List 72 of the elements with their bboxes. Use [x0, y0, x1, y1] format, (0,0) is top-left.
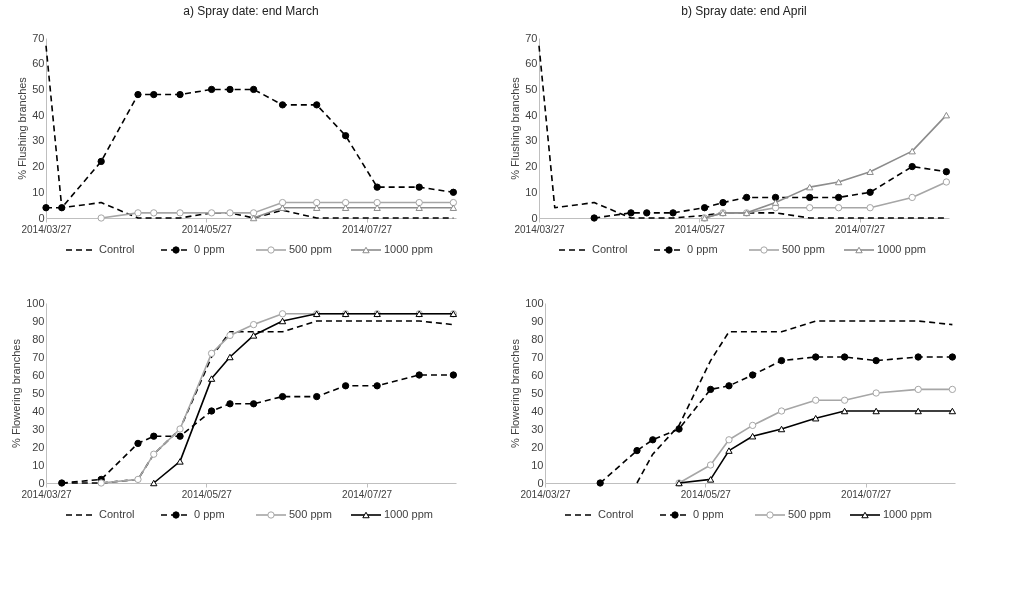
y-tick-label: 30 — [32, 134, 45, 147]
y-tick-label: 70 — [531, 350, 544, 363]
x-tick-label: 2014/05/27 — [674, 223, 726, 235]
y-tick-label: 40 — [32, 108, 45, 121]
y-tick-label: 90 — [32, 314, 45, 327]
y-tick-label: 10 — [32, 458, 45, 471]
y-tick-label: 20 — [531, 440, 544, 453]
x-tick-label: 2014/03/27 — [520, 488, 571, 500]
y-tick-label: 50 — [525, 82, 538, 95]
y-axis-title: % Flowering branches — [10, 338, 23, 448]
y-tick-label: 60 — [32, 57, 45, 70]
chart-title: b) Spray date: end April — [681, 4, 807, 18]
legend-label: 0 ppm — [693, 508, 724, 520]
y-tick-label: 30 — [32, 422, 45, 435]
y-tick-label: 30 — [525, 134, 538, 147]
x-tick-label: 2014/05/27 — [181, 223, 233, 235]
x-tick-label: 2014/05/27 — [680, 488, 732, 500]
legend-label: 1000 ppm — [384, 243, 433, 255]
legend-label: 500 ppm — [289, 508, 332, 520]
y-tick-label: 70 — [32, 350, 45, 363]
x-tick-label: 2014/07/27 — [342, 488, 393, 500]
legend-label: 500 ppm — [782, 243, 825, 255]
y-tick-label: 0 — [38, 476, 45, 489]
y-tick-label: 100 — [525, 296, 544, 309]
y-tick-label: 10 — [531, 458, 544, 471]
y-tick-label: 20 — [32, 440, 45, 453]
legend-label: Control — [592, 243, 628, 255]
x-tick-label: 2014/07/27 — [841, 488, 892, 500]
chart-title: a) Spray date: end March — [183, 4, 319, 18]
legend-label: 1000 ppm — [877, 243, 926, 255]
legend-label: Control — [598, 508, 634, 520]
y-tick-label: 60 — [525, 57, 538, 70]
legend-label: 1000 ppm — [883, 508, 932, 520]
y-tick-label: 60 — [32, 368, 45, 381]
y-axis-title: % Flushing branches — [509, 76, 522, 180]
legend-label: 500 ppm — [788, 508, 831, 520]
x-tick-label: 2014/07/27 — [835, 223, 886, 235]
y-tick-label: 80 — [531, 332, 544, 345]
legend-label: 0 ppm — [194, 243, 225, 255]
y-tick-label: 40 — [525, 108, 538, 121]
y-tick-label: 20 — [32, 160, 45, 173]
x-tick-label: 2014/03/27 — [21, 488, 72, 500]
y-tick-label: 20 — [525, 160, 538, 173]
legend-label: 1000 ppm — [384, 508, 433, 520]
y-tick-label: 10 — [525, 185, 538, 198]
x-tick-label: 2014/05/27 — [181, 488, 233, 500]
x-tick-label: 2014/07/27 — [342, 223, 393, 235]
y-tick-label: 40 — [531, 404, 544, 417]
x-tick-label: 2014/03/27 — [514, 223, 565, 235]
x-tick-label: 2014/03/27 — [21, 223, 72, 235]
y-tick-label: 40 — [32, 404, 45, 417]
legend-label: Control — [99, 243, 135, 255]
y-tick-label: 30 — [531, 422, 544, 435]
y-tick-label: 100 — [26, 296, 45, 309]
legend-label: Control — [99, 508, 135, 520]
legend-label: 0 ppm — [194, 508, 225, 520]
y-tick-label: 70 — [525, 31, 538, 44]
y-tick-label: 80 — [32, 332, 45, 345]
y-tick-label: 60 — [531, 368, 544, 381]
y-axis-title: % Flushing branches — [16, 76, 29, 180]
y-tick-label: 50 — [32, 82, 45, 95]
y-axis-title: % Flowering branches — [509, 338, 522, 448]
y-tick-label: 50 — [531, 386, 544, 399]
y-tick-label: 70 — [32, 31, 45, 44]
y-tick-label: 0 — [537, 476, 544, 489]
legend-label: 500 ppm — [289, 243, 332, 255]
y-tick-label: 10 — [32, 185, 45, 198]
y-tick-label: 90 — [531, 314, 544, 327]
y-tick-label: 0 — [38, 211, 45, 224]
y-tick-label: 0 — [531, 211, 538, 224]
y-tick-label: 50 — [32, 386, 45, 399]
legend-label: 0 ppm — [687, 243, 718, 255]
